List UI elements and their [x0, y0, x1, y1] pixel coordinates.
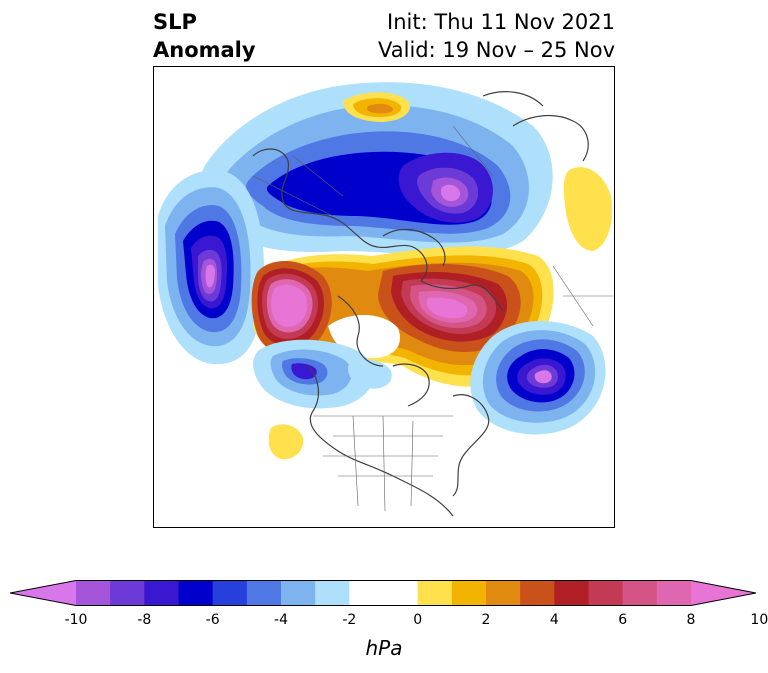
colorbar-tick-label: 6	[618, 612, 628, 628]
colorbar-tick-label: -4	[274, 612, 288, 628]
title-anomaly: Anomaly	[153, 38, 256, 62]
valid-range: Valid: 19 Nov – 25 Nov	[378, 38, 615, 62]
colorbar-segment	[349, 580, 384, 606]
init-date: Init: Thu 11 Nov 2021	[387, 10, 615, 34]
colorbar-segment	[212, 580, 248, 606]
colorbar-segment	[520, 580, 555, 606]
high-anomaly-small	[268, 359, 392, 460]
low-anomaly-arctic	[199, 82, 553, 256]
title-block-left: SLP Anomaly	[153, 8, 256, 64]
colorbar-segment	[315, 580, 350, 606]
low-anomaly-pacific	[158, 170, 264, 365]
colorbar-tick-label: -10	[64, 612, 88, 628]
colorbar-tick-label: 8	[686, 612, 696, 628]
colorbar-unit: hPa	[365, 636, 403, 660]
colorbar-segment	[588, 580, 624, 606]
colorbar-tick-label: -6	[205, 612, 220, 628]
title-block-right: Init: Thu 11 Nov 2021 Valid: 19 Nov – 25…	[378, 8, 615, 64]
colorbar-segment	[383, 580, 419, 606]
high-anomaly-belt	[251, 246, 554, 387]
colorbar-tick-labels: -10 -8 -6 -4 -2 0 2 4 6 8 10	[0, 612, 768, 632]
colorbar-segment	[178, 580, 214, 606]
slp-anomaly-map	[153, 66, 615, 528]
colorbar-segment	[110, 580, 145, 606]
colorbar-segment	[144, 580, 179, 606]
colorbar-extend-min	[10, 580, 76, 606]
colorbar-extend-max	[691, 580, 756, 606]
colorbar-segment	[281, 580, 316, 606]
colorbar-segment	[622, 580, 658, 606]
high-anomaly-europe	[563, 167, 613, 251]
title-slp: SLP	[153, 10, 197, 34]
colorbar-tick-label: 2	[481, 612, 491, 628]
colorbar-tick-label: -8	[137, 612, 152, 628]
colorbar-tick-label: -2	[342, 612, 357, 628]
colorbar-segment	[486, 580, 521, 606]
colorbar-segment	[554, 580, 589, 606]
low-anomaly-atlantic	[470, 321, 606, 435]
coastlines	[252, 91, 589, 517]
colorbar-tick-label: 0	[413, 612, 423, 628]
colorbar	[10, 580, 757, 606]
colorbar-segment	[656, 580, 692, 606]
colorbar-tick-label: 4	[549, 612, 559, 628]
country-borders	[252, 125, 613, 512]
colorbar-segment	[417, 580, 453, 606]
colorbar-segments	[10, 580, 756, 606]
colorbar-tick-label: 10	[750, 612, 768, 628]
colorbar-segment	[246, 580, 282, 606]
colorbar-segment	[76, 580, 111, 606]
colorbar-segment	[451, 580, 487, 606]
